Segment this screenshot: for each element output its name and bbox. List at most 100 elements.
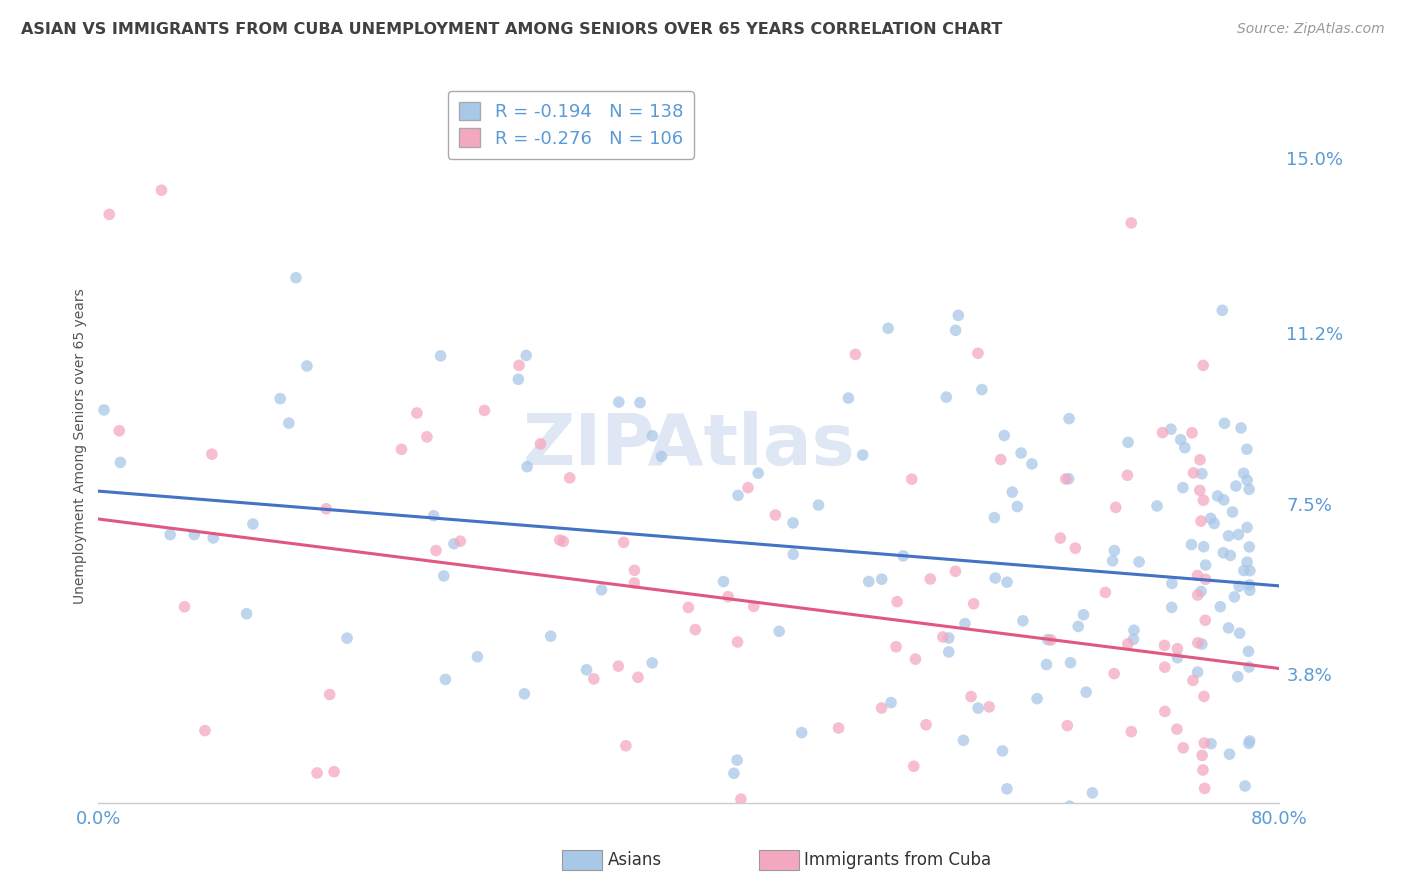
Point (995, 575, 1018, 590)
Point (173, 599, 195, 614)
Point (285, 270, 308, 285)
Point (1104, 543, 1126, 558)
Point (1194, 558, 1216, 572)
Point (685, 623, 707, 637)
Point (716, 819, 738, 833)
Point (1222, 505, 1244, 519)
Point (318, 688, 340, 702)
Point (183, 527, 205, 541)
Point (1116, 637, 1139, 651)
Point (1181, 425, 1204, 440)
Point (1147, 819, 1170, 833)
Point (614, 739, 637, 753)
Point (1199, 737, 1222, 751)
Point (993, 428, 1015, 442)
Point (945, 323, 967, 337)
Point (1101, 554, 1123, 568)
Point (1188, 483, 1211, 498)
Point (995, 781, 1018, 796)
Point (991, 744, 1014, 758)
Point (796, 819, 818, 833)
Point (1194, 819, 1216, 833)
Point (575, 663, 598, 677)
Text: Immigrants from Cuba: Immigrants from Cuba (804, 851, 991, 869)
Point (938, 631, 960, 645)
Point (903, 759, 925, 773)
Point (1239, 734, 1261, 748)
Point (1064, 819, 1087, 833)
Point (336, 631, 359, 645)
Point (807, 498, 830, 512)
Text: ZIPAtlas: ZIPAtlas (523, 411, 855, 481)
Point (235, 607, 257, 621)
Point (108, 424, 131, 438)
Point (641, 429, 664, 443)
Point (443, 537, 465, 551)
Point (548, 533, 571, 547)
Point (1153, 705, 1175, 719)
Point (474, 403, 496, 417)
Point (1064, 541, 1087, 556)
Point (201, 447, 224, 461)
Point (1212, 546, 1234, 560)
Point (641, 656, 664, 670)
Point (1161, 819, 1184, 833)
Point (990, 452, 1012, 467)
Point (765, 508, 787, 522)
Point (1191, 637, 1213, 651)
Point (1059, 799, 1081, 814)
Point (202, 531, 225, 545)
Point (858, 574, 880, 589)
Point (983, 510, 1005, 524)
Point (1123, 624, 1146, 638)
Point (650, 450, 672, 464)
Point (1189, 584, 1212, 599)
Point (1227, 579, 1250, 593)
Point (429, 349, 451, 363)
Point (960, 690, 983, 704)
Point (540, 629, 562, 643)
Point (529, 437, 551, 451)
Point (242, 516, 264, 531)
Point (1230, 421, 1253, 435)
Point (516, 459, 538, 474)
Text: Asians: Asians (607, 851, 661, 869)
Point (1056, 718, 1078, 732)
Point (967, 701, 990, 715)
Point (277, 416, 299, 430)
Point (607, 395, 630, 409)
Point (737, 481, 759, 495)
Point (1121, 216, 1143, 230)
Point (295, 359, 318, 373)
Point (1164, 819, 1187, 833)
Point (859, 814, 882, 829)
Point (1036, 632, 1059, 647)
Point (970, 383, 993, 397)
Point (269, 392, 291, 406)
Point (1218, 621, 1240, 635)
Point (591, 582, 613, 597)
Point (98, 207, 121, 221)
Point (827, 721, 849, 735)
Point (852, 448, 875, 462)
Point (900, 472, 922, 486)
Point (623, 563, 645, 577)
Point (979, 699, 1001, 714)
Point (1128, 555, 1150, 569)
Point (1234, 779, 1257, 793)
Point (582, 672, 605, 686)
Point (1223, 590, 1246, 604)
Point (406, 406, 429, 420)
Point (953, 616, 976, 631)
Point (1187, 568, 1209, 582)
Point (948, 309, 970, 323)
Point (1054, 472, 1077, 486)
Point (915, 718, 938, 732)
Point (1188, 806, 1211, 821)
Point (1077, 819, 1099, 833)
Point (1102, 666, 1125, 681)
Point (1122, 632, 1144, 647)
Point (1180, 538, 1202, 552)
Text: ASIAN VS IMMIGRANTS FROM CUBA UNEMPLOYMENT AMONG SENIORS OVER 65 YEARS CORRELATI: ASIAN VS IMMIGRANTS FROM CUBA UNEMPLOYME… (21, 22, 1002, 37)
Point (1057, 472, 1080, 486)
